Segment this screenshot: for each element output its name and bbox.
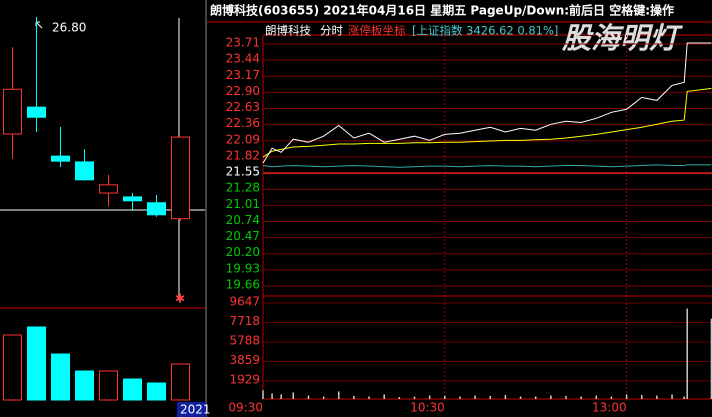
price-tick-label: 22.36: [226, 116, 260, 130]
volume-tick-label: 5788: [229, 334, 260, 348]
daily-volume-bar: [123, 378, 142, 401]
daily-volume-bar: [99, 370, 118, 401]
price-tick-label: 21.01: [226, 197, 260, 211]
daily-volume-bar: [3, 334, 22, 401]
candle-body: [27, 106, 46, 118]
price-tick-label: 20.47: [226, 229, 260, 243]
time-tick-label: 10:30: [410, 401, 445, 415]
price-tick-label: 20.20: [226, 245, 260, 259]
volume-tick-label: 7718: [229, 314, 260, 328]
index-line: [262, 164, 712, 168]
volume-tick-label: 3859: [229, 353, 260, 367]
marker: ✱: [175, 292, 185, 306]
daily-volume-bar: [147, 382, 166, 401]
price-tick-label: 21.28: [226, 181, 260, 195]
candle-body: [99, 184, 118, 194]
year-label: 2021: [180, 403, 211, 417]
year-box: [177, 402, 206, 417]
coord-mode[interactable]: 涨停板坐标: [348, 24, 406, 38]
index-info: [上证指数 3426.62 0.81%]: [412, 24, 558, 38]
price-tick-label: 23.71: [226, 36, 260, 50]
watermark: 股海明灯: [561, 21, 684, 55]
time-tick-label: 09:30: [228, 401, 263, 415]
price-tick-label: 21.82: [226, 148, 260, 162]
time-tick-label: 13:00: [592, 401, 627, 415]
price-tick-label: 20.74: [226, 213, 260, 227]
candle-body: [171, 136, 190, 220]
high-label: 26.80: [52, 21, 86, 35]
price-tick-label: 19.66: [226, 278, 260, 292]
header-title: 朗博科技(603655) 2021年04月16日 星期五 PageUp/Down…: [210, 3, 674, 18]
volume-tick-label: 9647: [229, 295, 260, 309]
stock-name: 朗博科技: [265, 24, 311, 38]
price-tick-label: 22.90: [226, 84, 260, 98]
candle-body: [123, 196, 142, 202]
daily-volume-bar: [51, 353, 70, 401]
price-tick-label: 22.63: [226, 100, 260, 114]
mode: 分时: [320, 24, 343, 38]
price-tick-label: 23.44: [226, 52, 260, 66]
price-tick-label: 22.09: [226, 132, 260, 146]
daily-volume-bar: [171, 363, 190, 401]
candle-body: [3, 88, 22, 135]
price-tick-label: 23.17: [226, 68, 260, 82]
daily-volume-bar: [27, 326, 46, 401]
daily-volume-bar: [75, 370, 94, 401]
average-line: [262, 87, 712, 158]
candle-body: [147, 202, 166, 216]
price-tick-label: 21.55: [226, 165, 260, 179]
price-tick-label: 19.93: [226, 261, 260, 275]
price-line: [262, 42, 712, 164]
candle-body: [75, 161, 94, 181]
volume-tick-label: 1929: [229, 373, 260, 387]
candle-body: [51, 155, 70, 162]
